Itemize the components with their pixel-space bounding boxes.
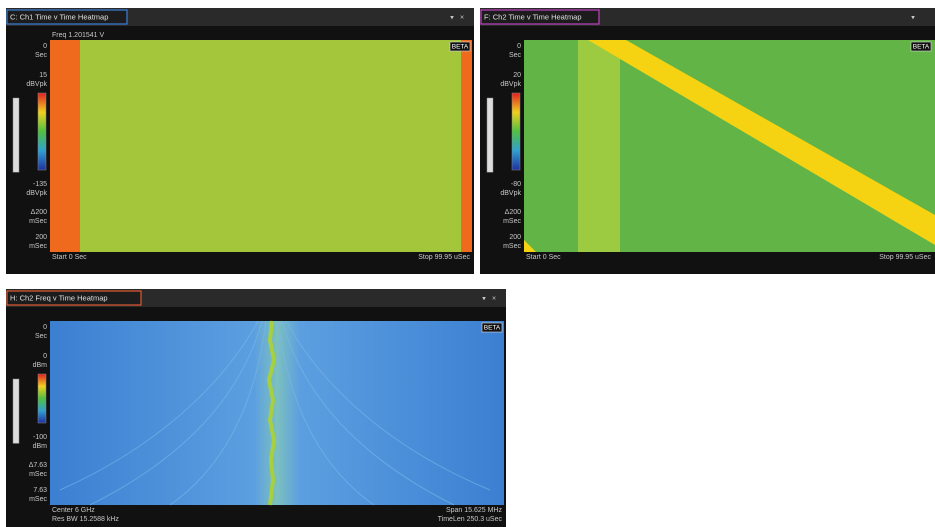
y-top-label: 0 xyxy=(43,324,47,331)
scale-max-label: 0 xyxy=(43,353,47,360)
beta-badge-box xyxy=(481,322,503,333)
footer-left: Center 6 GHz xyxy=(52,507,95,514)
footer-right: Stop 99.95 uSec xyxy=(879,254,931,261)
marker-readout: Freq 1.201541 V xyxy=(52,32,104,39)
beta-badge: BETA xyxy=(452,44,469,51)
title-tab xyxy=(6,290,142,306)
footer-right: Span 15.625 MHz xyxy=(446,507,503,514)
scale-max-label: dBVpk xyxy=(26,81,47,88)
y-bottom-label: 200 xyxy=(35,234,47,241)
footer-right: TimeLen 250.3 uSec xyxy=(438,516,503,523)
beta-badge: BETA xyxy=(913,44,930,51)
delta-label: Δ7.63 xyxy=(29,462,47,469)
title-tab xyxy=(6,9,128,25)
window-control: ▾ xyxy=(911,14,915,21)
scale-max-label: 15 xyxy=(39,72,47,79)
panel-title: F: Ch2 Time v Time Heatmap xyxy=(484,12,582,21)
y-bottom-label: mSec xyxy=(29,243,47,250)
beta-badge-box xyxy=(449,41,471,52)
y-top-label: 0 xyxy=(43,43,47,50)
y-bottom-label: mSec xyxy=(503,243,521,250)
scale-min-label: dBVpk xyxy=(26,190,47,197)
delta-label: mSec xyxy=(29,471,47,478)
slider xyxy=(486,97,494,173)
scale-max-label: dBVpk xyxy=(500,81,521,88)
window-control: ▾ xyxy=(482,295,486,302)
beta-badge-box xyxy=(910,41,932,52)
title-tab xyxy=(480,9,600,25)
window-control: × xyxy=(460,14,464,21)
scale-min-label: -80 xyxy=(511,181,521,188)
window-control: × xyxy=(492,295,496,302)
slider xyxy=(12,378,20,444)
colorbar xyxy=(37,92,47,171)
y-top-label: Sec xyxy=(35,52,48,59)
y-bottom-label: 7.63 xyxy=(33,487,47,494)
scale-min-label: dBm xyxy=(33,443,48,450)
colorbar xyxy=(37,373,47,424)
scale-min-label: -135 xyxy=(33,181,47,188)
delta-label: Δ200 xyxy=(505,209,521,216)
y-top-label: Sec xyxy=(509,52,522,59)
y-bottom-label: 200 xyxy=(509,234,521,241)
delta-label: Δ200 xyxy=(31,209,47,216)
slider xyxy=(12,97,20,173)
heatmap-h xyxy=(50,320,504,506)
panel-title: C: Ch1 Time v Time Heatmap xyxy=(10,12,108,21)
colorbar xyxy=(511,92,521,171)
footer-left: Start 0 Sec xyxy=(52,254,87,261)
beta-badge: BETA xyxy=(484,325,501,332)
scale-min-label: dBVpk xyxy=(500,190,521,197)
scale-min-label: -100 xyxy=(33,434,47,441)
heatmap-f xyxy=(524,40,935,252)
heatmap-c xyxy=(50,40,472,252)
footer-left: Res BW 15.2588 kHz xyxy=(52,516,119,523)
delta-label: mSec xyxy=(29,218,47,225)
y-top-label: 0 xyxy=(517,43,521,50)
y-top-label: Sec xyxy=(35,333,48,340)
panel-title: H: Ch2 Freq v Time Heatmap xyxy=(10,293,108,302)
y-bottom-label: mSec xyxy=(29,496,47,503)
footer-right: Stop 99.95 uSec xyxy=(418,254,470,261)
footer-left: Start 0 Sec xyxy=(526,254,561,261)
scale-max-label: 20 xyxy=(513,72,521,79)
scale-max-label: dBm xyxy=(33,362,48,369)
delta-label: mSec xyxy=(503,218,521,225)
window-control: ▾ xyxy=(450,14,454,21)
